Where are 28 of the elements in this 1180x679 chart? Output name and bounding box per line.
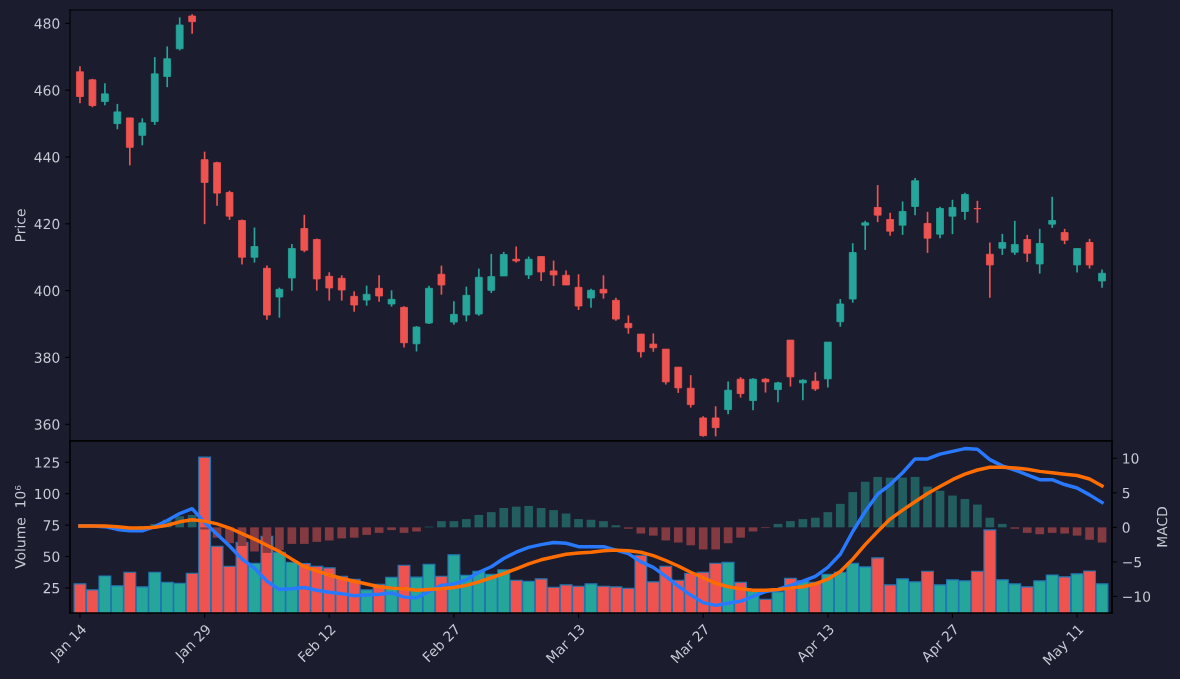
- y2-tick-label: 10: [1123, 453, 1139, 464]
- y-tick-label: 75: [43, 520, 60, 531]
- y2-axis-title: MACD: [1156, 507, 1168, 547]
- x-tick-label: Feb 12: [297, 623, 336, 663]
- y-tick-label: 125: [35, 457, 60, 468]
- y-tick-label: 50: [43, 551, 60, 562]
- y-tick-label: 25: [43, 582, 60, 594]
- y-tick-label: 100: [35, 488, 60, 500]
- y2-tick-label: −10: [1123, 591, 1151, 602]
- y2-tick-label: 5: [1122, 487, 1130, 499]
- x-tick-label: Apr 27: [920, 623, 962, 665]
- y-axis-title: Volume 10⁶: [14, 485, 26, 569]
- y-tick-label: 480: [34, 18, 60, 29]
- y-tick-label: 380: [34, 352, 60, 363]
- x-tick-label: Feb 27: [421, 623, 461, 663]
- y-tick-label: 360: [34, 419, 60, 430]
- y2-tick-label: 0: [1122, 522, 1130, 533]
- y-tick-label: 460: [34, 85, 60, 96]
- x-tick-label: Apr 13: [795, 623, 837, 665]
- x-tick-label: Mar 27: [670, 623, 710, 664]
- y-tick-label: 440: [34, 151, 60, 163]
- x-tick-label: Jan 14: [49, 623, 89, 664]
- y-tick-label: 420: [34, 218, 60, 230]
- y2-tick-label: −5: [1123, 557, 1141, 568]
- y-tick-label: 400: [34, 285, 60, 297]
- x-tick-label: Jan 29: [173, 623, 214, 664]
- y-axis-title: Price: [14, 209, 26, 242]
- x-tick-label: Mar 13: [545, 623, 586, 664]
